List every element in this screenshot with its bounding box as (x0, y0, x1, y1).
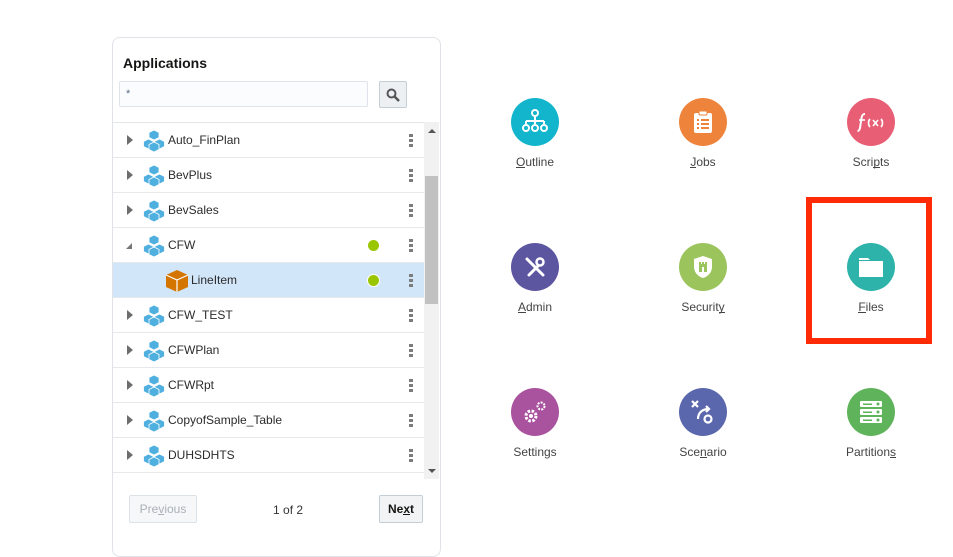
tile-jobs[interactable]: Jobs (643, 98, 763, 169)
item-name: BevSales (168, 203, 219, 217)
status-running-icon (367, 273, 380, 287)
application-icon (142, 234, 166, 261)
panel-title: Applications (123, 55, 208, 71)
application-icon (142, 374, 166, 401)
gears-icon[interactable] (511, 388, 559, 436)
application-icon (142, 199, 166, 226)
scroll-down-icon[interactable] (428, 469, 436, 473)
list-item[interactable]: CFW (113, 228, 424, 263)
scrollbar-thumb[interactable] (425, 176, 438, 304)
expand-toggle-icon[interactable] (127, 450, 133, 460)
list-scrollbar[interactable] (424, 122, 439, 479)
tile-files[interactable]: Files (811, 243, 931, 314)
list-item[interactable]: CFWRpt (113, 368, 424, 403)
expand-toggle-icon[interactable] (127, 205, 133, 215)
expand-toggle-icon[interactable] (127, 310, 133, 320)
tile-label: Files (858, 300, 884, 314)
tile-label: Admin (517, 300, 552, 314)
item-name: BevPlus (168, 168, 213, 182)
cube-database-icon (165, 269, 189, 296)
server-rack-icon[interactable] (847, 388, 895, 436)
item-name: CopyofSample_Table (168, 413, 283, 427)
tile-admin[interactable]: Admin (475, 243, 595, 314)
current-page: 1 (273, 503, 280, 517)
tile-label: Jobs (690, 155, 716, 169)
search-button[interactable] (379, 81, 407, 108)
search-input[interactable]: * (119, 81, 368, 107)
tools-icon[interactable] (511, 243, 559, 291)
tile-scripts[interactable]: Scripts (811, 98, 931, 169)
function-icon[interactable] (847, 98, 895, 146)
expand-toggle-icon[interactable] (127, 135, 133, 145)
list-item[interactable]: Auto_FinPlan (113, 123, 424, 158)
item-name: DUHSDHTS (168, 448, 235, 462)
highlight-box (806, 197, 932, 344)
collapse-toggle-icon[interactable] (126, 243, 132, 249)
more-actions-icon[interactable] (409, 343, 413, 357)
more-actions-icon[interactable] (409, 168, 413, 182)
more-actions-icon[interactable] (409, 378, 413, 392)
tile-security[interactable]: Security (643, 243, 763, 314)
magnifier-icon (386, 88, 400, 102)
expand-toggle-icon[interactable] (127, 170, 133, 180)
list-item[interactable]: CFW_TEST (113, 298, 424, 333)
application-icon (142, 339, 166, 366)
tile-label: Partitions (845, 445, 897, 459)
previous-label: Previous (139, 502, 187, 516)
tile-label: Scenario (679, 445, 727, 459)
next-button[interactable]: Next (379, 495, 423, 523)
item-name: LineItem (191, 273, 238, 287)
tile-label: Security (681, 300, 725, 314)
page-total: of 2 (279, 503, 304, 517)
item-name: CFWPlan (168, 343, 220, 357)
list-item[interactable]: BevSales (113, 193, 424, 228)
expand-toggle-icon[interactable] (127, 415, 133, 425)
tile-scenario[interactable]: Scenario (643, 388, 763, 459)
more-actions-icon[interactable] (409, 448, 413, 462)
list-item[interactable]: BevPlus (113, 158, 424, 193)
item-name: Auto_FinPlan (168, 133, 241, 147)
list-item[interactable]: DUHSDHTS (113, 438, 424, 473)
list-item[interactable] (113, 473, 424, 479)
more-actions-icon[interactable] (409, 413, 413, 427)
application-icon (142, 444, 166, 471)
application-icon (142, 129, 166, 156)
shield-icon[interactable] (679, 243, 727, 291)
tile-label: Settings (513, 445, 557, 459)
next-label: Next (387, 502, 414, 516)
expand-toggle-icon[interactable] (127, 345, 133, 355)
more-actions-icon[interactable] (409, 238, 413, 252)
more-actions-icon[interactable] (409, 133, 413, 147)
application-icon (142, 164, 166, 191)
scroll-up-icon[interactable] (428, 129, 436, 133)
item-name: CFW_TEST (168, 308, 233, 322)
application-list: Auto_FinPlan BevPlus BevSales CFW LineItem CF… (113, 122, 424, 479)
page-indicator: 1 of 2 (273, 503, 303, 517)
applications-panel: Applications * Auto_FinPlan BevPlus BevSal… (112, 37, 441, 557)
more-actions-icon[interactable] (409, 308, 413, 322)
tile-label: Outline (515, 155, 555, 169)
application-icon (142, 304, 166, 331)
expand-toggle-icon[interactable] (127, 380, 133, 390)
list-item[interactable]: CopyofSample_Table (113, 403, 424, 438)
item-name: CFW (168, 238, 196, 252)
tile-outline[interactable]: Outline (475, 98, 595, 169)
list-item[interactable]: CFWPlan (113, 333, 424, 368)
previous-button[interactable]: Previous (129, 495, 197, 523)
scenario-icon[interactable] (679, 388, 727, 436)
status-running-icon (367, 238, 380, 252)
tile-settings[interactable]: Settings (475, 388, 595, 459)
outline-hierarchy-icon[interactable] (511, 98, 559, 146)
more-actions-icon[interactable] (409, 203, 413, 217)
tile-partitions[interactable]: Partitions (811, 388, 931, 459)
more-actions-icon[interactable] (409, 273, 413, 287)
tile-label: Scripts (852, 155, 890, 169)
list-item[interactable]: LineItem (113, 263, 424, 298)
clipboard-list-icon[interactable] (679, 98, 727, 146)
folder-icon[interactable] (847, 243, 895, 291)
item-name: CFWRpt (168, 378, 214, 392)
application-icon (142, 409, 166, 436)
